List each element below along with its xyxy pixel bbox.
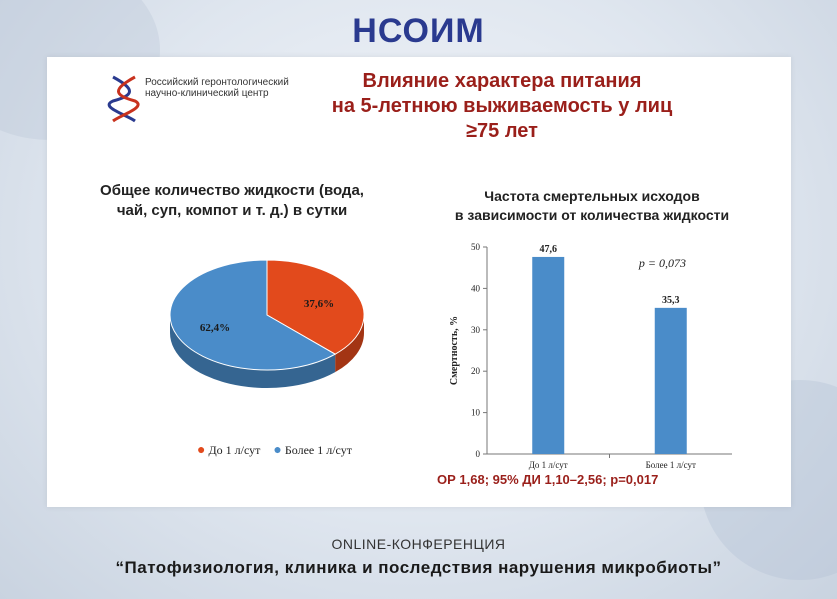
dna-helix-icon — [107, 75, 140, 123]
y-tick-label: 0 — [476, 449, 481, 459]
pie-slice — [266, 259, 365, 355]
legend-item: ● До 1 л/сут — [197, 443, 260, 459]
bar-title-line: в зависимости от количества жидкости — [454, 207, 730, 223]
conference-logo-text: НСОИМ — [352, 12, 485, 50]
pie-slice — [169, 259, 337, 371]
statistics-line: ОР 1,68; 95% ДИ 1,10–2,56; p=0,017 — [437, 472, 659, 487]
slide-title-line: ≥75 лет — [466, 120, 538, 142]
pie-slice-side — [170, 315, 336, 388]
pie-title-line: Общее количество жидкости (вода, — [100, 182, 364, 199]
y-tick-label: 40 — [471, 283, 481, 293]
bar-title-line: Частота смертельных исходов — [484, 188, 700, 204]
pie-slice-label: 62,4% — [200, 322, 230, 334]
conference-type: ONLINE-КОНФЕРЕНЦИЯ — [331, 536, 506, 552]
conference-logo: НСОИМ — [0, 12, 837, 51]
bar-value-label: 35,3 — [662, 295, 680, 306]
legend-label: Более 1 л/сут — [284, 443, 352, 457]
bar — [532, 256, 565, 454]
y-tick-label: 30 — [471, 325, 481, 335]
y-axis-label: Смертность, % — [449, 316, 460, 385]
slide-title-line: Влияние характера питания — [362, 70, 642, 92]
bar — [654, 307, 687, 454]
y-tick-label: 10 — [471, 408, 481, 418]
pie-legend: ● До 1 л/сут ● Более 1 л/сут — [197, 443, 362, 459]
bar-value-label: 47,6 — [540, 244, 558, 255]
legend-label: До 1 л/сут — [208, 443, 261, 457]
pie-chart-title: Общее количество жидкости (вода, чай, су… — [67, 181, 397, 221]
legend-marker-blue: ● — [273, 443, 282, 458]
legend-item: ● Более 1 л/сут — [273, 443, 352, 459]
pie-slice-side — [335, 315, 364, 373]
pie-chart: 37,6% 62,4% — [169, 259, 365, 388]
pie-title-line: чай, суп, компот и т. д.) в сутки — [116, 202, 348, 219]
conference-title: “Патофизиология, клиника и последствия н… — [115, 558, 722, 577]
p-value-annotation: p = 0,073 — [638, 256, 686, 270]
pie-slice-label: 37,6% — [304, 298, 334, 310]
y-tick-label: 50 — [471, 242, 481, 252]
bar-chart: 0 10 20 30 40 50 Смертность, % 47,6 До 1 л/сут 35… — [449, 242, 732, 470]
y-tick-label: 20 — [471, 366, 481, 376]
slide-title-line: на 5-летнюю выживаемость у лиц — [331, 95, 673, 117]
slide: Российский геронтологический научно-клин… — [47, 57, 791, 507]
organization-logo: Российский геронтологический научно-клин… — [107, 75, 307, 128]
organization-name: Российский геронтологический научно-клин… — [145, 77, 289, 99]
slide-title: Влияние характера питания на 5-летнюю вы… — [282, 69, 722, 144]
x-tick-label: До 1 л/сут — [529, 460, 568, 470]
bar-chart-title: Частота смертельных исходов в зависимост… — [417, 187, 767, 225]
legend-marker-red: ● — [197, 443, 206, 458]
x-tick-label: Более 1 л/сут — [646, 460, 696, 470]
